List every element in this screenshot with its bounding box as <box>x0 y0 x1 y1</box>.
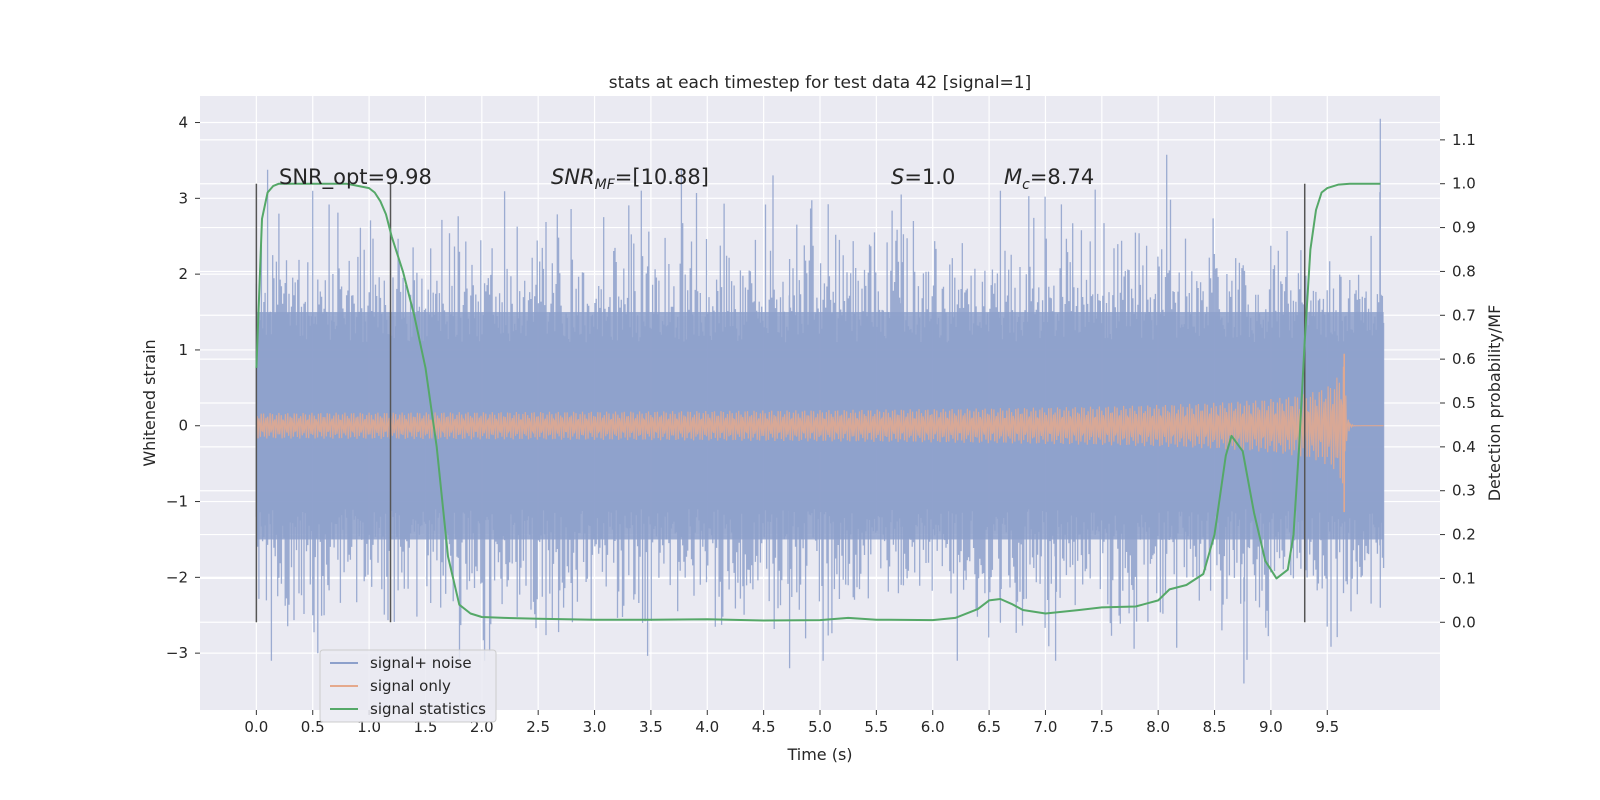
right-y-tick-label: 0.3 <box>1452 482 1476 500</box>
legend-box <box>319 649 497 723</box>
annotation-mc: Mc=8.74 <box>1004 165 1094 193</box>
legend: signal+ noise signal only signal statist… <box>319 649 497 723</box>
right-y-tick-label: 0.8 <box>1452 262 1476 280</box>
signal-statistics-series <box>255 182 1381 622</box>
x-tick-label: 0.0 <box>244 718 268 736</box>
x-tick-label: 7.5 <box>1090 718 1114 736</box>
x-axis-label: Time (s) <box>786 745 852 764</box>
annotation-snr-mf-subscript: MF <box>595 177 616 193</box>
left-y-tick-label: 1 <box>178 341 188 359</box>
x-tick-label: 6.5 <box>977 718 1001 736</box>
right-y-tick-label: 0.2 <box>1452 526 1476 544</box>
annotation-snr-mf-value: =[10.88] <box>615 165 709 189</box>
annotation-snr-mf: SNRMF=[10.88] <box>551 165 709 193</box>
annotation-s-symbol: S <box>891 165 904 189</box>
x-tick-label: 3.0 <box>583 718 607 736</box>
right-y-tick-label: 1.1 <box>1452 131 1476 149</box>
x-tick-label: 9.5 <box>1315 718 1339 736</box>
annotation-mc-value: =8.74 <box>1030 165 1094 189</box>
left-y-tick-label: −1 <box>166 493 188 511</box>
left-y-tick-label: 2 <box>178 265 188 283</box>
legend-label-signal-only: signal only <box>370 677 451 695</box>
chart-title: stats at each timestep for test data 42 … <box>609 73 1032 93</box>
annotation-s: S=1.0 <box>891 165 955 189</box>
right-y-tick-label: 0.0 <box>1452 613 1476 631</box>
left-y-tick-label: 4 <box>178 114 188 132</box>
legend-label-signal-statistics: signal statistics <box>370 700 486 718</box>
right-y-axis-label: Detection probability/MF <box>1485 305 1504 502</box>
right-y-tick-label: 0.6 <box>1452 350 1476 368</box>
left-y-axis-label: Whitened strain <box>140 339 159 466</box>
signal-statistics-line <box>255 182 1381 622</box>
x-tick-label: 8.0 <box>1146 718 1170 736</box>
right-y-tick-label: 0.9 <box>1452 219 1476 237</box>
right-y-tick-label: 0.4 <box>1452 438 1476 456</box>
annotation-mc-symbol: M <box>1004 165 1022 189</box>
x-tick-label: 5.5 <box>864 718 888 736</box>
left-y-axis-ticks: −3 −2 −1 0 1 2 3 4 <box>166 114 200 662</box>
x-tick-label: 5.0 <box>808 718 832 736</box>
right-y-tick-label: 0.1 <box>1452 569 1476 587</box>
x-tick-label: 2.5 <box>526 718 550 736</box>
annotation-snr-opt: SNR_opt=9.98 <box>279 165 432 190</box>
annotation-snr-mf-symbol: SNR <box>551 165 595 189</box>
x-tick-label: 6.0 <box>921 718 945 736</box>
right-y-tick-label: 1.0 <box>1452 175 1476 193</box>
x-tick-label: 9.0 <box>1259 718 1283 736</box>
x-tick-label: 4.5 <box>752 718 776 736</box>
x-tick-label: 7.0 <box>1034 718 1058 736</box>
left-y-tick-label: −2 <box>166 568 188 586</box>
left-y-tick-label: −3 <box>166 644 188 662</box>
x-tick-label: 4.0 <box>695 718 719 736</box>
right-y-tick-label: 0.7 <box>1452 306 1476 324</box>
signal-only-series <box>255 353 1384 513</box>
x-tick-label: 3.5 <box>639 718 663 736</box>
x-axis-ticks: 0.0 0.5 1.0 1.5 2.0 2.5 3.0 3.5 4.0 4.5 5.0 5.5 6.0 6… <box>244 710 1339 736</box>
legend-label-signal-noise: signal+ noise <box>370 654 472 672</box>
annotation-s-value: =1.0 <box>904 165 955 189</box>
x-tick-label: 0.5 <box>301 718 325 736</box>
left-y-tick-label: 3 <box>178 189 188 207</box>
left-y-tick-label: 0 <box>178 417 188 435</box>
annotation-mc-subscript: c <box>1022 177 1030 193</box>
vertical-markers <box>255 183 1306 623</box>
right-y-axis-ticks: 0.0 0.1 0.2 0.3 0.4 0.5 0.6 0.7 0.8 0.9 1.0 1.1 <box>1440 131 1476 631</box>
right-y-tick-label: 0.5 <box>1452 394 1476 412</box>
signal-only-trace <box>255 366 1384 484</box>
x-tick-label: 8.5 <box>1203 718 1227 736</box>
